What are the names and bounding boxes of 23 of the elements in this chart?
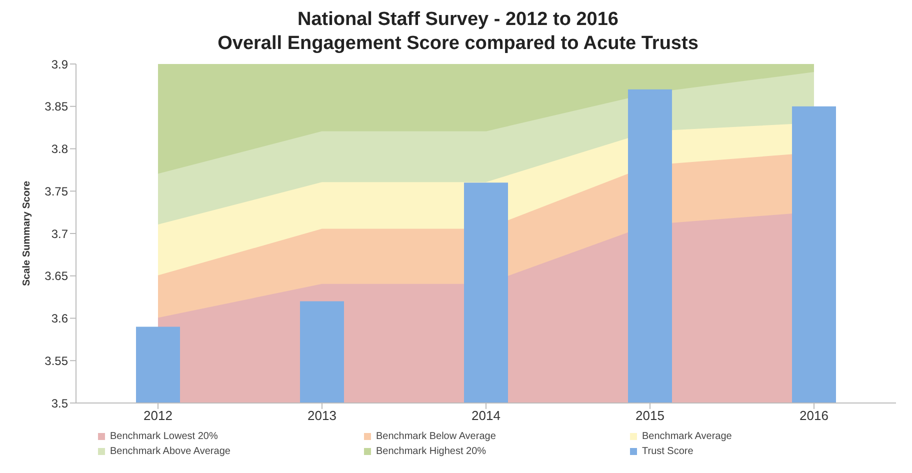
y-tick-label: 3.55 (44, 354, 68, 368)
x-tick-label: 2012 (144, 408, 172, 424)
x-tick-label: 2013 (308, 408, 336, 424)
legend-label: Benchmark Lowest 20% (110, 431, 218, 442)
legend-label: Benchmark Average (642, 431, 732, 442)
y-tick-label: 3.8 (51, 142, 68, 156)
y-tick-label: 3.75 (44, 184, 68, 198)
y-tick-label: 3.65 (44, 269, 68, 284)
y-tick-label: 3.5 (51, 396, 68, 410)
y-tick-label: 3.85 (44, 100, 68, 114)
y-axis-title: Scale Summary Score (22, 180, 33, 286)
legend-label: Benchmark Highest 20% (376, 446, 486, 457)
x-tick-label: 2015 (636, 408, 664, 424)
legend-label: Benchmark Below Average (376, 431, 496, 442)
y-tick-label: 3.6 (51, 312, 68, 326)
y-tick-label: 3.9 (51, 57, 68, 72)
legend-label: Benchmark Above Average (110, 446, 230, 457)
chart-subtitle: Overall Engagement Score compared to Acute Trusts (216, 32, 700, 56)
x-tick-label: 2016 (800, 408, 828, 424)
chart-title: National Staff Survey - 2012 to 2016 (296, 8, 620, 32)
y-tick-label: 3.7 (51, 226, 68, 241)
legend-label: Trust Score (642, 446, 694, 457)
x-tick-label: 2014 (472, 408, 500, 424)
